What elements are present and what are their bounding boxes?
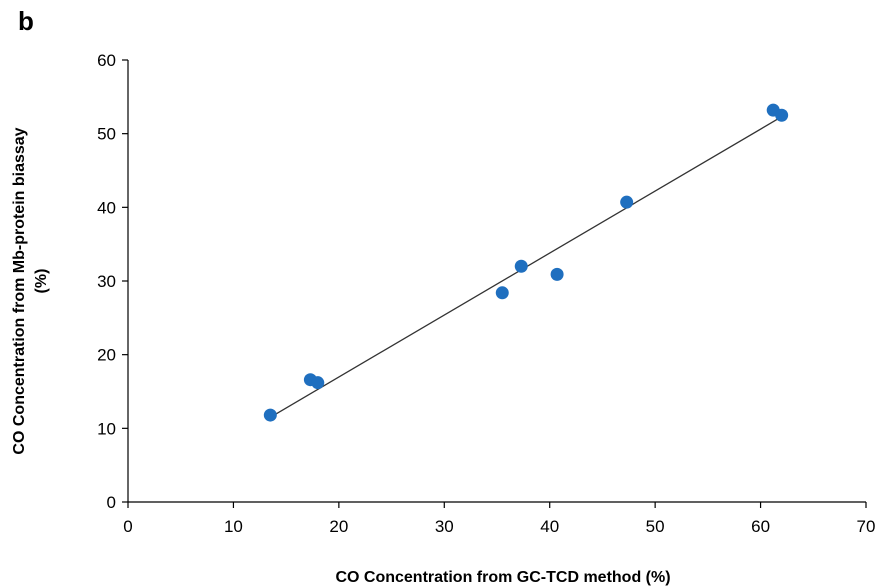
data-point: [311, 376, 325, 390]
data-point: [775, 108, 789, 122]
data-point: [263, 408, 277, 422]
panel-label: b: [18, 6, 34, 36]
y-tick-label: 40: [97, 198, 116, 217]
x-tick-label: 40: [540, 517, 559, 536]
x-tick-label: 70: [857, 517, 876, 536]
x-tick-label: 0: [123, 517, 132, 536]
y-tick-label: 20: [97, 346, 116, 365]
y-tick-label: 0: [107, 493, 116, 512]
x-axis-ticks: 0 10 20 30 40 50 60 70: [123, 502, 875, 536]
x-tick-label: 60: [751, 517, 770, 536]
data-point: [620, 195, 634, 209]
x-tick-label: 50: [646, 517, 665, 536]
y-axis-ticks: 0 10 20 30 40 50 60: [97, 51, 128, 512]
x-tick-label: 20: [329, 517, 348, 536]
data-point: [550, 267, 564, 281]
y-tick-label: 50: [97, 125, 116, 144]
y-tick-label: 30: [97, 272, 116, 291]
x-tick-label: 10: [224, 517, 243, 536]
y-tick-label: 60: [97, 51, 116, 70]
y-axis-title-line1: CO Concentration from Mb-protein biassay: [11, 127, 28, 454]
x-axis-title: CO Concentration from GC-TCD method (%): [335, 569, 670, 586]
y-tick-label: 10: [97, 419, 116, 438]
y-axis-title-line2: (%): [33, 269, 50, 294]
data-point: [495, 286, 509, 300]
data-point: [514, 259, 528, 273]
x-tick-label: 30: [435, 517, 454, 536]
data-points: [263, 103, 789, 422]
axes: [127, 60, 866, 503]
